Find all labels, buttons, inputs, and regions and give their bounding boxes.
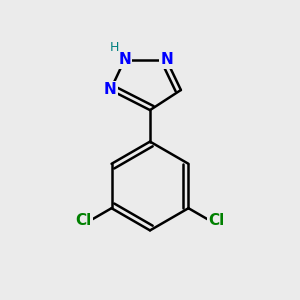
Text: Cl: Cl xyxy=(75,213,92,228)
Text: N: N xyxy=(118,52,131,68)
Text: Cl: Cl xyxy=(208,213,225,228)
Text: N: N xyxy=(104,82,117,98)
Text: H: H xyxy=(109,41,119,55)
Text: N: N xyxy=(160,52,173,68)
